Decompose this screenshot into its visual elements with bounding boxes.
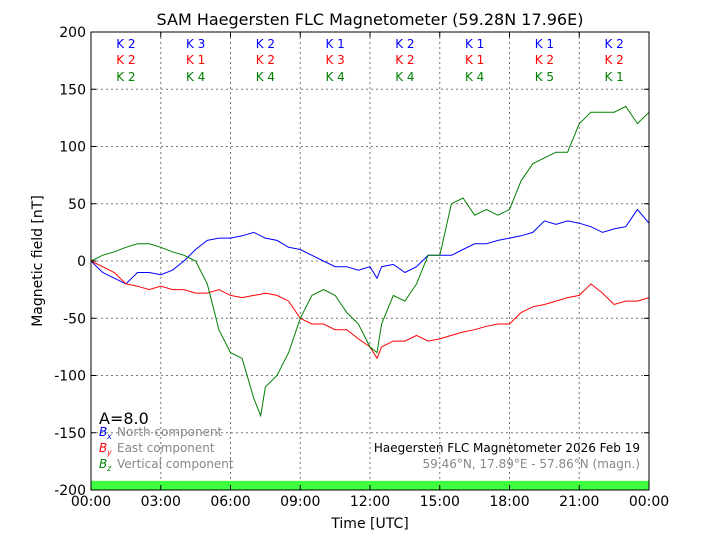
grid <box>91 32 649 490</box>
k-index-z: K 2 <box>116 70 135 84</box>
y-tick-label: -100 <box>54 369 86 385</box>
x-tick-label: 21:00 <box>559 494 599 510</box>
k-index-x: K 2 <box>604 37 623 51</box>
k-index-z: K 4 <box>465 70 484 84</box>
legend-symbol-x: B <box>99 425 107 439</box>
x-tick-label: 15:00 <box>420 494 460 510</box>
k-index-z: K 4 <box>186 70 205 84</box>
series-bz <box>90 105 650 418</box>
legend-label: East component <box>117 441 215 455</box>
coords-text: 59.46°N, 17.89°E - 57.86°N (magn.) <box>423 457 640 471</box>
x-tick-label: 00:00 <box>71 494 111 510</box>
legend-subscript: z <box>106 464 112 473</box>
y-tick-label: -150 <box>54 426 86 442</box>
series-lines <box>90 105 650 418</box>
x-tick-label: 09:00 <box>280 494 320 510</box>
axis-ticks: 00:00 03:00 06:00 09:00 12:00 15:00 18:00 21:00… <box>54 25 669 510</box>
legend-label: North component <box>117 425 223 439</box>
x-axis-label: Time [UTC] <box>330 516 408 532</box>
y-axis-label: Magnetic field [nT] <box>30 195 46 327</box>
k-index-y: K 2 <box>535 53 554 67</box>
x-tick-label: 18:00 <box>489 494 529 510</box>
k-index-x: K 1 <box>535 37 554 51</box>
k-index-x: K 2 <box>116 37 135 51</box>
legend-symbol-z: B <box>99 457 107 471</box>
legend-subscript: x <box>106 432 112 441</box>
y-tick-label: 0 <box>77 254 86 270</box>
k-index-z: K 4 <box>395 70 414 84</box>
y-tick-label: 100 <box>59 140 86 156</box>
plot-frame <box>90 31 650 491</box>
y-tick-label: 200 <box>59 25 86 41</box>
k-indices: K 2 K 3 K 2 K 1 K 2 K 1 K 1 K 2 K 2 K 1 K 2 K 3 K 2 K… <box>116 37 624 84</box>
k-index-z: K 1 <box>604 70 623 84</box>
x-tick-label: 12:00 <box>350 494 390 510</box>
k-index-x: K 1 <box>465 37 484 51</box>
y-tick-label: -200 <box>54 483 86 499</box>
k-index-y: K 1 <box>186 53 205 67</box>
k-index-y: K 2 <box>256 53 275 67</box>
k-index-x: K 2 <box>395 37 414 51</box>
k-index-y: K 2 <box>604 53 623 67</box>
legend-symbol-y: B <box>99 441 107 455</box>
k-index-z: K 4 <box>256 70 275 84</box>
x-tick-label: 00:00 <box>629 494 669 510</box>
a-index: A=8.0 <box>99 409 149 428</box>
k-index-z: K 4 <box>325 70 344 84</box>
k-index-y: K 3 <box>325 53 344 67</box>
chart-title: SAM Haegersten FLC Magnetometer (59.28N … <box>157 10 584 29</box>
k-index-y: K 1 <box>465 53 484 67</box>
x-tick-label: 06:00 <box>210 494 250 510</box>
k-index-y: K 2 <box>116 53 135 67</box>
k-index-z: K 5 <box>535 70 554 84</box>
y-tick-label: -50 <box>63 311 86 327</box>
legend-subscript: y <box>106 448 112 457</box>
k-index-x: K 2 <box>256 37 275 51</box>
x-tick-label: 03:00 <box>141 494 181 510</box>
legend-label: Vertical component <box>117 457 234 471</box>
k-index-x: K 3 <box>186 37 205 51</box>
station-text: Haegersten FLC Magnetometer 2026 Feb 19 <box>374 441 640 455</box>
k-index-x: K 1 <box>325 37 344 51</box>
k-index-y: K 2 <box>395 53 414 67</box>
y-tick-label: 50 <box>68 197 86 213</box>
y-tick-label: 150 <box>59 82 86 98</box>
